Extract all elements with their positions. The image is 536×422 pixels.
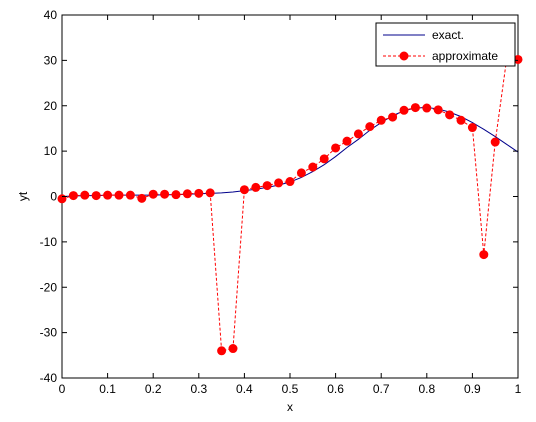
- y-tick-label: 10: [44, 144, 58, 158]
- approximate-point: [285, 177, 295, 187]
- approximate-point: [251, 182, 261, 192]
- x-tick-label: 0.1: [99, 382, 116, 396]
- y-tick-label: 0: [50, 190, 57, 204]
- approximate-point: [274, 178, 284, 188]
- x-tick-label: 0.5: [282, 382, 299, 396]
- approximate-point: [148, 189, 158, 199]
- legend-box: [375, 22, 516, 67]
- x-tick-label: 0.8: [418, 382, 435, 396]
- approximate-point: [410, 103, 420, 113]
- approximate-point: [365, 122, 375, 132]
- approximate-point: [194, 188, 204, 198]
- y-tick-label: -10: [40, 235, 58, 249]
- approximate-point: [308, 162, 318, 172]
- approximate-point: [205, 188, 215, 198]
- approximate-point: [171, 190, 181, 200]
- approximate-point: [114, 190, 124, 200]
- ticks-layer: 0 0.1 0.2 0.3 0.4 0.5 0.6 0.7 0.8 0.9 1 -40 -30 -20 -1…: [40, 8, 522, 396]
- legend: exact. approximate: [375, 22, 516, 67]
- approximate-point: [262, 181, 272, 191]
- x-tick-label: 0.6: [327, 382, 344, 396]
- approximate-point: [182, 189, 192, 199]
- x-tick-label: 0.3: [190, 382, 207, 396]
- x-tick-label: 0.7: [373, 382, 390, 396]
- approximate-point: [456, 115, 466, 125]
- approximate-point: [137, 193, 147, 203]
- x-tick-label: 0.4: [236, 382, 253, 396]
- approximate-point: [388, 112, 398, 122]
- approximate-point: [239, 185, 249, 195]
- approximate-point: [331, 143, 341, 153]
- x-axis-label: x: [287, 400, 293, 414]
- approximate-point: [228, 344, 238, 354]
- x-tick-label: 1: [515, 382, 522, 396]
- approximate-point: [103, 190, 113, 200]
- y-tick-label: -30: [40, 326, 58, 340]
- y-tick-label: -20: [40, 280, 58, 294]
- approximate-point: [80, 190, 90, 200]
- approximate-point: [160, 189, 170, 199]
- x-tick-label: 0: [59, 382, 66, 396]
- approximate-point: [376, 115, 386, 125]
- approximate-point: [433, 105, 443, 115]
- approximate-point: [342, 136, 352, 146]
- approximate-point: [422, 103, 432, 113]
- y-tick-label: -40: [40, 371, 58, 385]
- approximate-point: [467, 123, 477, 133]
- legend-approx-marker: [399, 51, 409, 61]
- approximate-point: [319, 154, 329, 164]
- approximate-point: [91, 191, 101, 201]
- legend-approx-label: approximate: [432, 49, 498, 63]
- x-tick-label: 0.9: [464, 382, 481, 396]
- approximate-point: [296, 168, 306, 178]
- approximate-point: [445, 110, 455, 120]
- y-tick-label: 40: [44, 8, 58, 22]
- legend-exact-label: exact.: [432, 28, 464, 42]
- approximate-point: [217, 346, 227, 356]
- approximate-point: [490, 137, 500, 147]
- y-axis-label: yt: [16, 191, 30, 201]
- series-layer: [57, 54, 523, 356]
- approximate-point: [57, 194, 67, 204]
- y-tick-label: 20: [44, 99, 58, 113]
- approximate-point: [353, 129, 363, 139]
- y-tick-label: 30: [44, 53, 58, 67]
- approximate-point: [399, 105, 409, 115]
- approximate-point: [479, 250, 489, 260]
- x-tick-label: 0.2: [145, 382, 162, 396]
- approximate-point: [125, 190, 135, 200]
- approximate-point: [68, 191, 78, 201]
